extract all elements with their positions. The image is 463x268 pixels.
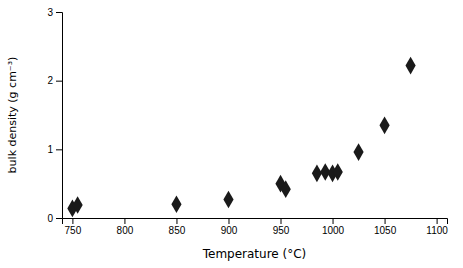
x-tick-mark: [333, 218, 334, 224]
marks: [67, 57, 415, 217]
point: [281, 180, 291, 198]
x-tick: 1050: [374, 218, 397, 236]
y-tick: 3: [47, 7, 62, 18]
y-tick-label: 2: [47, 75, 53, 86]
x-tick-mark: [437, 218, 438, 224]
x-tick-label: 1100: [426, 225, 448, 236]
x-tick-mark: [72, 218, 73, 224]
point: [333, 163, 343, 181]
x-tick-mark: [124, 218, 125, 224]
point: [73, 196, 83, 214]
point: [312, 165, 322, 183]
x-tick-mark: [385, 218, 386, 224]
x-tick-mark: [228, 218, 229, 224]
x-axis-title: Temperature (°C): [202, 247, 307, 261]
x-tick: 950: [273, 218, 290, 236]
x-tick-label: 750: [65, 225, 82, 236]
x-axis: 750 800 850 900 950 1000 1050 1100: [63, 218, 449, 236]
x-tick: 800: [117, 218, 134, 236]
y-tick-mark: [56, 218, 62, 219]
y-tick-mark: [56, 12, 62, 13]
x-tick-label: 900: [221, 225, 238, 236]
y-tick-label: 0: [47, 213, 53, 224]
y-axis-line: [56, 13, 63, 219]
point: [405, 57, 415, 75]
point: [223, 191, 233, 209]
x-tick-label: 850: [169, 225, 186, 236]
y-tick-label: 3: [47, 7, 53, 18]
point: [171, 195, 181, 213]
plot: 750 800 850 900 950 1000 1050 1100 0 1 2 3: [47, 7, 448, 236]
x-tick: 1000: [322, 218, 345, 236]
x-tick: 900: [221, 218, 238, 236]
x-tick-label: 1000: [322, 225, 345, 236]
y-tick: 2: [47, 75, 62, 86]
x-tick-mark: [176, 218, 177, 224]
x-tick: 750: [65, 218, 82, 236]
y-tick: 1: [47, 144, 62, 155]
x-tick-mark: [281, 218, 282, 224]
y-axis: 0 1 2 3: [47, 7, 62, 224]
y-tick-label: 1: [47, 144, 53, 155]
chart: 750 800 850 900 950 1000 1050 1100 0 1 2 3 Temperatu…: [0, 0, 463, 268]
y-tick: 0: [47, 213, 62, 224]
y-tick-mark: [56, 149, 62, 150]
x-tick-label: 950: [273, 225, 290, 236]
x-tick-label: 800: [117, 225, 134, 236]
point: [353, 143, 363, 161]
x-tick-label: 1050: [374, 225, 397, 236]
y-axis-title: bulk density (g cm⁻³): [6, 57, 19, 174]
x-tick: 850: [169, 218, 186, 236]
y-tick-mark: [56, 81, 62, 82]
point: [379, 116, 389, 134]
x-tick: 1100: [426, 218, 448, 236]
x-axis-line: [63, 219, 448, 225]
